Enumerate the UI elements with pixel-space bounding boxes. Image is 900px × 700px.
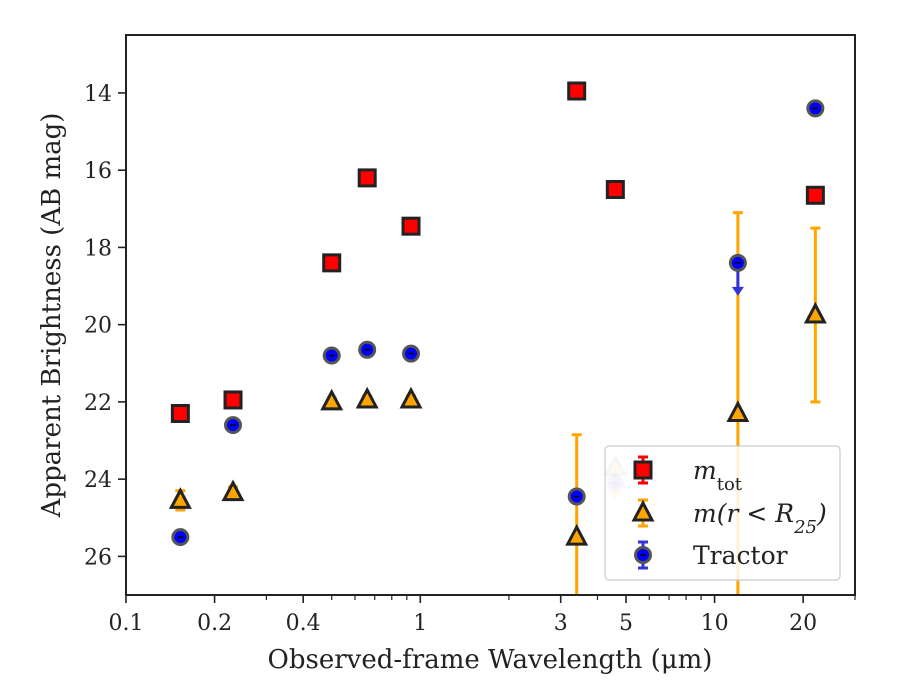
y-tick-label: 26 xyxy=(84,545,112,570)
x-tick-label: 0.2 xyxy=(197,611,232,636)
point-1-4 xyxy=(399,386,423,409)
x-tick-label: 5 xyxy=(619,611,633,636)
point-1-5 xyxy=(565,523,589,546)
point-0-3 xyxy=(357,168,377,188)
point-0-5 xyxy=(567,81,587,101)
legend-label-2: Tractor xyxy=(693,541,788,570)
y-axis-label: Apparent Brightness (AB mag) xyxy=(37,113,67,519)
legend-label-1: m(r < R25) xyxy=(693,499,827,538)
x-tick-label: 20 xyxy=(789,611,817,636)
axes-layer: 0.1 0.2 0.4 1 3 5 10 20 14 16 18 20 22 24 26 xyxy=(84,34,856,636)
point-0-4 xyxy=(401,216,421,236)
point-1-7 xyxy=(726,400,750,422)
point-1-3 xyxy=(355,386,379,409)
y-tick-label: 24 xyxy=(84,468,112,493)
point-0-1 xyxy=(223,390,243,410)
legend-box xyxy=(604,445,841,581)
legend: mtot m(r < R25) Tractor xyxy=(604,445,841,581)
point-0-7 xyxy=(805,185,825,205)
point-0-0 xyxy=(170,403,190,423)
point-0-6 xyxy=(605,179,625,199)
y-tick-label: 20 xyxy=(84,314,112,339)
x-tick-label: 0.1 xyxy=(109,611,144,636)
x-tick-label: 3 xyxy=(554,611,568,636)
y-tick-label: 16 xyxy=(84,159,112,184)
point-1-8 xyxy=(803,301,827,324)
x-tick-label: 1 xyxy=(413,611,427,636)
legend-label-0: mtot xyxy=(693,456,743,495)
x-axis-label: Observed-frame Wavelength (μm) xyxy=(268,645,713,675)
point-0-2 xyxy=(322,253,342,273)
y-tick-label: 18 xyxy=(84,236,112,261)
errorbar-2-7-limit-arrow xyxy=(731,286,744,296)
point-1-2 xyxy=(320,388,344,411)
legend-marker-1 xyxy=(631,499,655,522)
plot-frame xyxy=(125,34,856,596)
x-tick-label: 0.4 xyxy=(286,611,321,636)
point-1-0 xyxy=(168,487,192,509)
y-tick-label: 22 xyxy=(84,391,112,416)
x-tick-label: 10 xyxy=(701,611,729,636)
point-1-1 xyxy=(221,479,245,502)
y-tick-label: 14 xyxy=(84,82,112,107)
legend-marker-0 xyxy=(633,460,653,480)
